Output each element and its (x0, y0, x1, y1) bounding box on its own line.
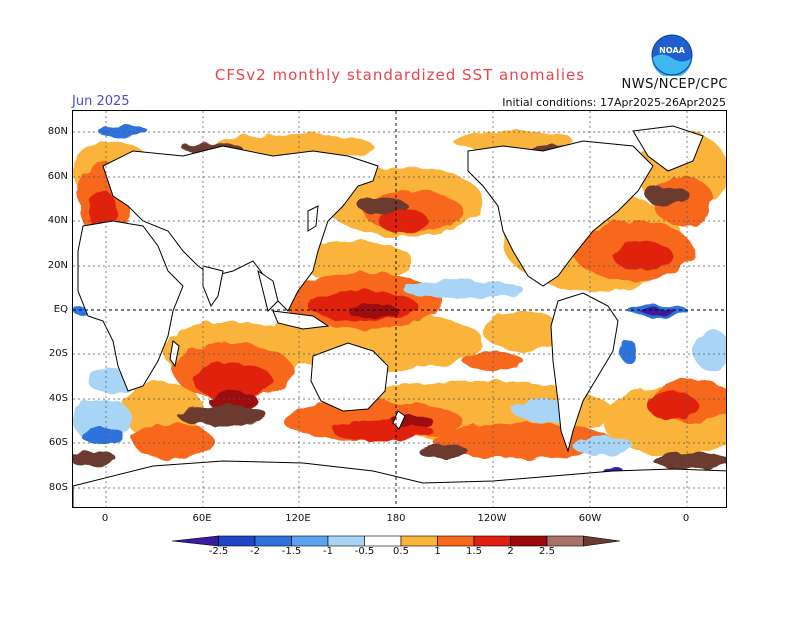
map-title: CFSv2 monthly standardized SST anomalies (214, 66, 586, 84)
indonesia (272, 310, 330, 330)
lat-label: EQ (53, 304, 68, 315)
colorbar-segment (291, 535, 329, 547)
colorbar-segment (510, 535, 548, 547)
lat-label: 40S (48, 393, 68, 404)
lon-label: 60W (578, 513, 602, 524)
agency-label: NWS/NCEP/CPC (621, 77, 728, 92)
lat-label: 20S (48, 348, 68, 359)
noaa-logo: NOAA (651, 34, 693, 76)
lon-label: 0 (682, 513, 690, 524)
colorbar-tick-label: -1.5 (281, 546, 302, 557)
initial-conditions: Initial conditions: 17Apr2025-26Apr2025 (502, 96, 726, 109)
colorbar-segment (254, 535, 292, 547)
land-masses (73, 125, 726, 507)
africa (77, 220, 184, 392)
india (202, 265, 224, 308)
colorbar-segment (437, 535, 475, 547)
lat-label: 80N (47, 126, 68, 137)
lat-label: 40N (47, 215, 68, 226)
lat-label: 60N (47, 171, 68, 182)
forecast-month: Jun 2025 (72, 94, 130, 109)
colorbar-tick-label: 1 (434, 546, 441, 557)
greenland (632, 125, 704, 172)
map-canvas (73, 111, 726, 507)
equator-dateline (73, 111, 726, 507)
lat-label: 60S (48, 437, 68, 448)
colorbar-tick-label: 0.5 (393, 546, 409, 557)
madagascar (169, 340, 180, 368)
lon-label: 0 (101, 513, 109, 524)
lat-label: 80S (48, 482, 68, 493)
eurasia (102, 145, 379, 312)
colorbar-tick-label: -0.5 (354, 546, 375, 557)
se-asia (257, 269, 279, 312)
lon-label: 120E (285, 513, 311, 524)
lon-label: 60E (192, 513, 212, 524)
colorbar-segment (364, 535, 402, 547)
colorbar-ticks: -2.5 -2 -1.5 -1 -0.5 0.5 1 1.5 2 2.5 (0, 546, 800, 560)
australia (310, 342, 389, 412)
japan (307, 205, 319, 232)
map-gridlines (73, 111, 726, 507)
colorbar-tick-label: 1.5 (466, 546, 482, 557)
colorbar-tick-label: -2.5 (208, 546, 229, 557)
svg-text:NOAA: NOAA (659, 46, 685, 55)
colorbar-tick-label: 2 (507, 546, 514, 557)
colorbar-segment (473, 535, 511, 547)
colorbar-tick-label: 2.5 (539, 546, 555, 557)
colorbar-segment (327, 535, 365, 547)
colorbar-segment (400, 535, 438, 547)
antarctica (73, 460, 726, 507)
colorbar-tick-label: -1 (323, 546, 333, 557)
colorbar-segment (546, 535, 584, 547)
colorbar-tick-label: -2 (250, 546, 260, 557)
colorbar-segment (172, 535, 219, 547)
colorbar-segment (218, 535, 256, 547)
lon-label: 120W (477, 513, 507, 524)
south-america (550, 292, 619, 453)
colorbar (172, 535, 621, 547)
sst-anomaly-map (72, 110, 727, 508)
lat-label: 20N (47, 260, 68, 271)
colorbar-segment (583, 535, 621, 547)
lon-label: 180 (386, 513, 406, 524)
